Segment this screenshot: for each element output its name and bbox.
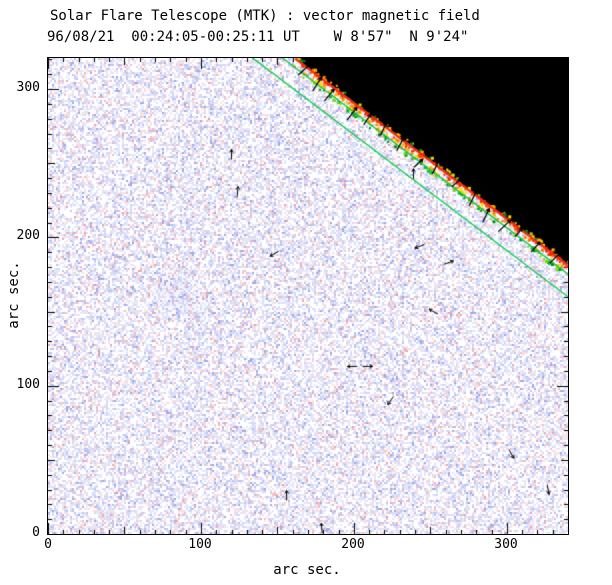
x-tick-label-200: 200 bbox=[341, 537, 365, 552]
y-tick-label-300: 300 bbox=[16, 80, 40, 95]
y-axis-label: arc sec. bbox=[6, 261, 22, 329]
x-tick-label-0: 0 bbox=[44, 537, 52, 552]
plot-frame bbox=[47, 57, 569, 535]
observation-datetime: 96/08/21 00:24:05-00:25:11 UT W 8'57" N … bbox=[47, 29, 469, 45]
x-tick-label-300: 300 bbox=[494, 537, 518, 552]
x-axis-label: arc sec. bbox=[273, 562, 341, 578]
magnetogram-canvas bbox=[48, 58, 568, 534]
y-tick-label-100: 100 bbox=[16, 377, 40, 392]
x-tick-label-100: 100 bbox=[188, 537, 212, 552]
y-tick-label-200: 200 bbox=[16, 228, 40, 243]
y-tick-label-0: 0 bbox=[32, 525, 40, 540]
page-title: Solar Flare Telescope (MTK) : vector mag… bbox=[50, 8, 480, 24]
